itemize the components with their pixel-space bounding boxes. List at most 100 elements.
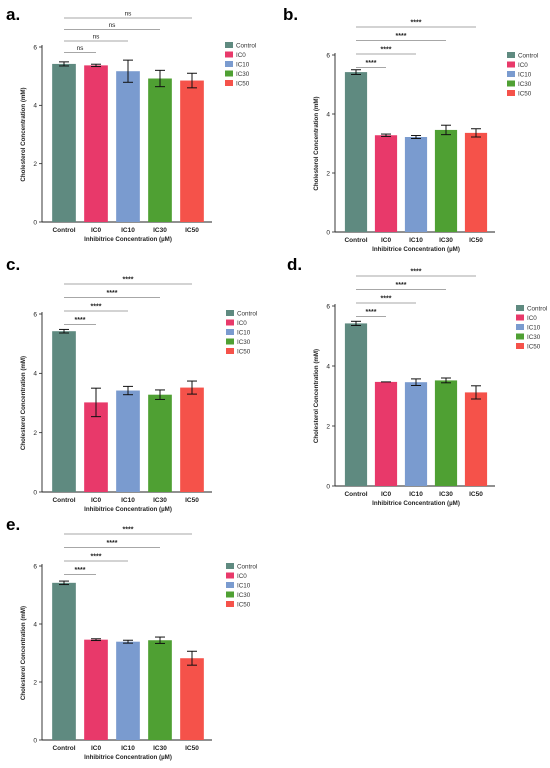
x-tick-label: IC50 (185, 745, 199, 752)
error-bar-ic0 (91, 63, 101, 68)
bar-ic30 (148, 640, 172, 740)
chart-svg-d: d. 0 2 4 6 Cholesterol Concentration (mM) Cont… (287, 255, 547, 507)
legend-label: IC50 (237, 602, 251, 609)
x-tick-label: IC10 (121, 745, 135, 752)
x-tick-label: IC0 (91, 497, 102, 504)
legend-label: Control (237, 311, 257, 318)
legend-label: IC50 (237, 349, 251, 356)
y-tick-label: 2 (326, 423, 330, 430)
bar-ic0 (374, 381, 398, 486)
legend-swatch-ic50 (225, 80, 233, 86)
significance-label: **** (366, 60, 377, 67)
legend-label: IC30 (237, 592, 251, 599)
x-tick-label: IC30 (153, 745, 167, 752)
bar-ic0 (84, 402, 108, 492)
legend-swatch-ic10 (507, 71, 515, 77)
legend-label: IC0 (527, 315, 537, 322)
chart-panel-a: a. 0 2 4 6 Cholesterol Concentration (mM) Cont… (0, 0, 275, 250)
legend-label: IC10 (527, 325, 541, 332)
legend-swatch-control (226, 563, 234, 569)
x-tick-label: IC10 (409, 237, 423, 244)
legend-label: Control (237, 564, 257, 571)
y-tick-label: 6 (33, 311, 37, 318)
significance-label: **** (396, 282, 407, 289)
x-tick-label: IC50 (469, 491, 483, 498)
x-tick-label: IC10 (121, 497, 135, 504)
error-bar-control (351, 69, 361, 75)
x-tick-label: IC30 (439, 491, 453, 498)
panel-label: e. (6, 515, 20, 534)
legend-swatch-ic50 (226, 601, 234, 607)
chart-svg-e: e. 0 2 4 6 Cholesterol Concentration (mM) Cont… (6, 515, 257, 761)
error-bar-ic30 (155, 389, 165, 400)
bar-ic0 (84, 65, 108, 222)
bar-control (52, 63, 76, 222)
significance-label: **** (123, 277, 134, 284)
bar-control (52, 331, 76, 492)
error-bar-ic10 (411, 135, 421, 139)
error-bar-ic10 (411, 378, 421, 386)
legend-label: IC30 (237, 339, 251, 346)
significance-label: **** (75, 317, 86, 324)
panel-label: a. (6, 5, 20, 24)
panel-label: d. (287, 255, 302, 274)
legend-label: IC30 (527, 334, 541, 341)
bar-control (52, 582, 76, 740)
bar-ic10 (404, 137, 428, 232)
bar-control (344, 72, 368, 232)
chart-svg-b: b. 0 2 4 6 Cholesterol Concentration (mM) Cont… (283, 5, 538, 253)
bar-ic50 (464, 132, 488, 232)
error-bar-ic10 (123, 639, 133, 644)
legend-label: IC0 (237, 573, 247, 580)
x-tick-label: Control (52, 497, 75, 504)
x-axis-label: Inhibitrice Concentration (µM) (84, 754, 172, 761)
significance-label: **** (75, 567, 86, 574)
legend-swatch-ic30 (226, 591, 234, 598)
legend-swatch-control (225, 42, 233, 48)
bar-ic0 (84, 639, 108, 740)
legend-label: Control (527, 306, 547, 313)
significance-label: ns (109, 22, 117, 29)
y-tick-label: 6 (326, 52, 330, 59)
x-axis-label: Inhibitrice Concentration (µM) (372, 500, 460, 507)
y-tick-label: 4 (326, 111, 330, 118)
legend-swatch-ic10 (226, 582, 234, 588)
bar-ic50 (180, 658, 204, 740)
bar-ic30 (148, 394, 172, 492)
error-bar-ic30 (441, 124, 451, 136)
y-axis-label: Cholesterol Concentration (mM) (313, 96, 320, 190)
x-tick-label: Control (344, 491, 367, 498)
bar-ic30 (434, 380, 458, 486)
significance-label: ns (125, 11, 133, 18)
x-axis-label: Inhibitrice Concentration (µM) (84, 236, 172, 243)
bar-ic10 (116, 71, 140, 222)
error-bar-ic50 (471, 385, 481, 400)
x-tick-label: IC0 (91, 227, 102, 234)
x-tick-label: IC10 (121, 227, 135, 234)
error-bar-ic30 (155, 69, 165, 88)
legend-swatch-ic30 (516, 333, 524, 340)
y-axis-label: Cholesterol Concentration (mM) (20, 356, 27, 450)
bar-ic50 (464, 392, 488, 486)
significance-label: **** (381, 296, 392, 303)
legend-label: IC30 (518, 81, 532, 88)
error-bar-ic50 (471, 128, 481, 138)
chart-panel-c: c. 0 2 4 6 Cholesterol Concentration (mM) Cont… (0, 252, 275, 514)
bar-ic50 (180, 80, 204, 223)
x-tick-label: IC50 (185, 497, 199, 504)
legend-swatch-control (507, 52, 515, 58)
legend-swatch-ic0 (516, 314, 524, 321)
chart-panel-d: d. 0 2 4 6 Cholesterol Concentration (mM) Cont… (275, 252, 550, 514)
legend-label: Control (236, 43, 256, 50)
bar-control (344, 323, 368, 486)
error-bar-control (351, 320, 361, 326)
legend-swatch-ic30 (507, 80, 515, 87)
y-tick-label: 0 (33, 489, 37, 496)
y-tick-label: 6 (33, 563, 37, 570)
legend-swatch-ic50 (516, 343, 524, 349)
legend-label: IC30 (236, 71, 250, 78)
y-tick-label: 0 (33, 737, 37, 744)
legend-label: IC50 (527, 344, 541, 351)
legend-swatch-ic0 (226, 319, 234, 326)
legend-label: IC50 (518, 91, 532, 98)
